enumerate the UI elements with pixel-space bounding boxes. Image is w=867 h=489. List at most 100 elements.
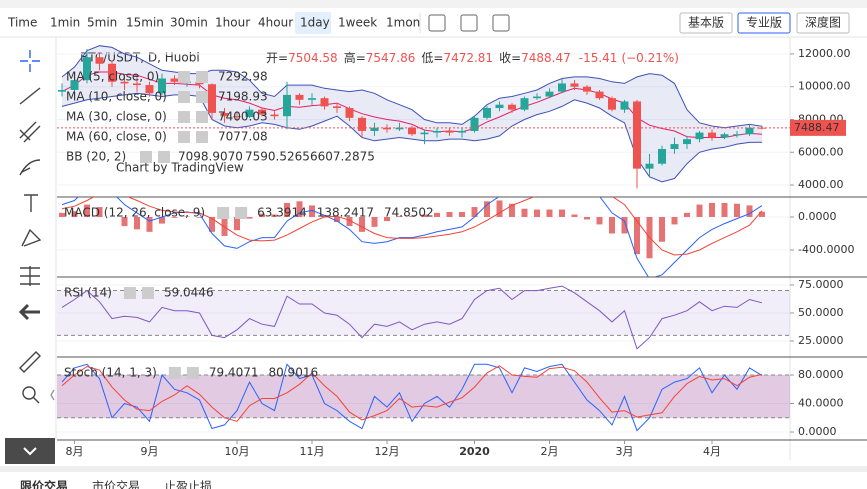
pattern-icon[interactable] — [21, 228, 42, 247]
interval-button[interactable]: 1mon — [386, 16, 420, 30]
legend-button — [196, 131, 208, 143]
macd-hist-bar — [584, 216, 590, 220]
macd-hist-bar — [534, 209, 540, 217]
candle-body — [170, 78, 179, 82]
order-tab[interactable]: 市价交易 — [92, 479, 140, 489]
candle-body — [158, 78, 166, 94]
version-button-label: 专业版 — [746, 15, 782, 30]
down-icon[interactable] — [23, 447, 37, 456]
signal-line — [61, 197, 763, 256]
fullscreen-icon[interactable] — [492, 14, 510, 32]
interval-button[interactable]: 1day — [300, 16, 330, 30]
chart-style-icon[interactable] — [428, 14, 446, 32]
macd-hist-bar — [246, 216, 253, 219]
version-button[interactable] — [796, 12, 850, 34]
legend-button — [235, 207, 248, 219]
macd-hist-bar — [671, 216, 678, 225]
y-tick-label: 12000.00 — [798, 47, 851, 60]
indicator-value: 80.9016 — [268, 366, 318, 380]
macd-hist-bar — [396, 216, 403, 217]
macd-hist-bar — [696, 204, 703, 217]
order-tab[interactable]: 止盈止损 — [164, 480, 212, 489]
version-button[interactable] — [679, 12, 733, 34]
indicator-name: RSI (14) — [64, 286, 112, 300]
band-fill — [57, 290, 790, 336]
interval-button[interactable]: 1min — [50, 16, 80, 30]
ruler-icon[interactable] — [19, 351, 41, 373]
back-icon[interactable] — [18, 303, 40, 321]
macd-hist-bar — [471, 207, 478, 217]
macd-hist-bar — [684, 212, 690, 217]
macd-hist-bar — [121, 216, 128, 227]
zoom-icon[interactable] — [22, 386, 36, 400]
macd-hist-bar — [259, 213, 265, 217]
macd-hist-bar — [759, 211, 765, 217]
indicator-value: 63.3914 — [257, 206, 307, 220]
y-tick-label: 25.0000 — [798, 334, 844, 347]
macd-hist-bar — [271, 214, 278, 217]
top-strip — [0, 0, 867, 8]
candle-body — [308, 98, 316, 100]
macd-hist-bar — [171, 216, 178, 218]
candle-body — [345, 108, 354, 118]
interval-button[interactable]: 4hour — [258, 16, 293, 30]
legend-button — [186, 367, 199, 379]
candle-body — [495, 104, 504, 109]
interval-button[interactable]: Time — [7, 16, 37, 30]
interval-button[interactable]: 1hour — [215, 16, 250, 30]
macd-hist-bar — [434, 212, 440, 217]
macd-hist-bar — [346, 216, 353, 227]
ohlc-value: 7504.58 — [288, 51, 338, 65]
legend-button — [140, 151, 152, 163]
overlay-value: 7198.93 — [218, 90, 268, 104]
candle-body — [720, 134, 729, 138]
ohlc-value: 7547.86 — [366, 51, 416, 65]
brush-icon[interactable] — [19, 159, 41, 176]
bb-fill — [62, 45, 762, 182]
candle-body — [570, 83, 579, 87]
macd-hist-bar — [84, 204, 90, 217]
last-price-tag — [790, 119, 846, 136]
version-button[interactable] — [737, 12, 791, 34]
ohlc-readout: 开=7504.58 高=7547.86 低=7472.81 收=7488.47 -15.… — [266, 50, 679, 65]
candle-body — [445, 130, 454, 133]
candle-body — [208, 84, 216, 113]
last-price-label: 7488.47 — [794, 121, 840, 134]
fib-icon[interactable] — [19, 121, 41, 143]
macd-hist-bar — [321, 215, 328, 217]
trendline-icon[interactable] — [19, 87, 41, 105]
prediction-icon[interactable] — [20, 266, 40, 286]
macd-hist-bar — [59, 212, 65, 217]
candle-body — [733, 134, 741, 136]
text-icon[interactable] — [24, 194, 38, 212]
macd-hist-bar — [371, 216, 378, 227]
order-tab[interactable]: 限价交易 — [20, 479, 68, 489]
legend-button — [178, 91, 190, 103]
macd-hist-bar — [546, 209, 553, 217]
bb-value: 6607.2875 — [310, 150, 375, 164]
interval-button[interactable]: 30min — [170, 16, 208, 30]
indicator-icon[interactable] — [460, 14, 478, 32]
macd-hist-bar — [71, 211, 78, 217]
bb-value: 7098.9070 — [178, 150, 243, 164]
overlay-name: MA (60, close, 0) — [66, 130, 167, 144]
legend-button — [217, 207, 230, 219]
overlay-value: 7077.08 — [218, 130, 268, 144]
candle-body — [558, 83, 566, 92]
collapse-arrow[interactable] — [50, 389, 55, 401]
candle-body — [745, 127, 754, 135]
bb-name: BB (20, 2) — [66, 150, 126, 164]
interval-button[interactable]: 15min — [126, 16, 164, 30]
macd-hist-bar — [96, 207, 103, 217]
interval-button[interactable]: 5min — [87, 16, 117, 30]
indicator-name: MACD (12, 26, close, 9) — [64, 206, 205, 220]
bb-basis-line — [61, 71, 763, 138]
candle-body — [233, 116, 241, 118]
ohlc-label: 低= — [421, 51, 443, 65]
interval-button[interactable]: 1week — [338, 16, 377, 30]
crosshair-icon[interactable] — [20, 50, 40, 72]
candle-body — [108, 63, 116, 82]
y-tick-label: -400.0000 — [798, 243, 854, 256]
candle-body — [595, 91, 604, 99]
x-tick-label: 4月 — [703, 445, 721, 458]
